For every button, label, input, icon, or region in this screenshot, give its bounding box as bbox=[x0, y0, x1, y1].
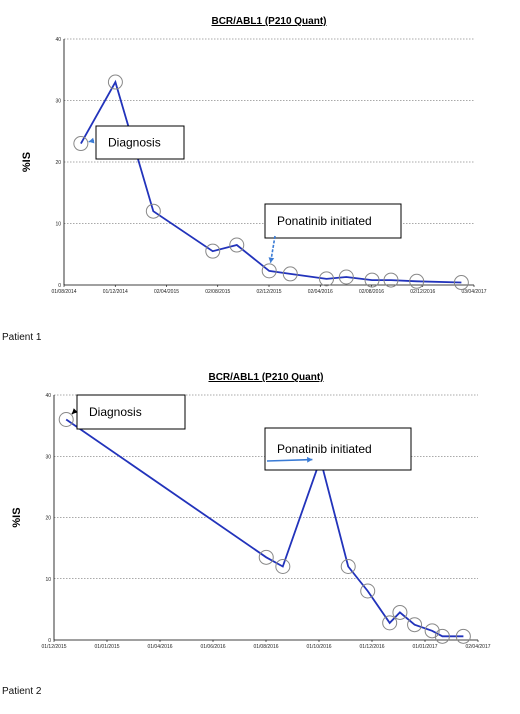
y-tick-label: 0 bbox=[58, 283, 61, 289]
data-point-marker bbox=[340, 559, 356, 574]
annotation-text: Ponatinib initiated bbox=[277, 214, 372, 228]
data-point-marker bbox=[360, 583, 376, 599]
data-point-marker bbox=[275, 559, 291, 574]
data-point-marker bbox=[58, 412, 74, 427]
data-point-marker bbox=[319, 271, 335, 287]
annotation-box bbox=[264, 203, 402, 239]
x-tick-label: 01/12/2014 bbox=[103, 289, 128, 295]
x-tick-label: 02/08/2015 bbox=[205, 289, 230, 295]
data-point-marker bbox=[409, 273, 425, 289]
y-axis-label: %IS bbox=[11, 507, 23, 527]
x-tick-label: 01/12/2016 bbox=[359, 644, 384, 650]
annotation-text: Diagnosis bbox=[89, 405, 142, 419]
y-tick-label: 40 bbox=[55, 37, 61, 43]
annotation-arrow-line bbox=[266, 458, 313, 462]
data-point-marker bbox=[434, 628, 450, 644]
annotation-arrow-head bbox=[268, 257, 275, 263]
y-tick-label: 10 bbox=[45, 577, 51, 583]
data-point-marker bbox=[453, 275, 469, 291]
x-tick-label: 02/08/2016 bbox=[359, 289, 384, 295]
data-point-marker bbox=[364, 272, 380, 288]
chart-1: BCR/ABL1 (P210 Quant) %IS 0 10 20 30 40 01/08/2… bbox=[21, 16, 487, 295]
y-tick-label: 20 bbox=[55, 160, 61, 166]
data-point-marker bbox=[205, 243, 221, 259]
x-tick-label: 02/04/2015 bbox=[154, 289, 179, 295]
x-tick-label: 02/04/2017 bbox=[465, 644, 490, 650]
data-point-marker bbox=[73, 136, 89, 152]
x-tick-label: 01/12/2015 bbox=[41, 644, 66, 650]
y-tick-label: 40 bbox=[45, 393, 51, 399]
annotation-arrow-head bbox=[71, 408, 78, 414]
data-point-marker bbox=[229, 237, 245, 253]
caption-patient-2: Patient 2 bbox=[2, 686, 42, 697]
x-tick-label: 01/10/2016 bbox=[306, 644, 331, 650]
series-line bbox=[80, 79, 462, 284]
data-point-marker bbox=[392, 604, 408, 620]
annotation-arrow-head bbox=[88, 137, 95, 144]
chart-2: BCR/ABL1 (P210 Quant) %IS 0 10 20 30 40 01/12/2… bbox=[11, 372, 491, 650]
annotation-arrow-head bbox=[307, 456, 313, 463]
caption-patient-1: Patient 1 bbox=[2, 332, 42, 343]
data-point-marker bbox=[107, 74, 123, 90]
series-line bbox=[65, 418, 464, 638]
y-axis-label: %IS bbox=[21, 152, 33, 172]
data-point-marker bbox=[455, 628, 471, 644]
chart-title: BCR/ABL1 (P210 Quant) bbox=[208, 372, 323, 383]
x-tick-label: 02/12/2015 bbox=[256, 289, 281, 295]
data-point-marker bbox=[282, 266, 298, 282]
y-tick-label: 30 bbox=[45, 454, 51, 460]
annotation-box bbox=[76, 394, 186, 430]
x-tick-label: 02/12/2016 bbox=[410, 289, 435, 295]
chart-title: BCR/ABL1 (P210 Quant) bbox=[211, 16, 326, 27]
x-tick-label: 03/04/2017 bbox=[461, 289, 486, 295]
x-tick-label: 01/04/2016 bbox=[147, 644, 172, 650]
data-point-marker bbox=[261, 263, 277, 279]
annotation-text: Diagnosis bbox=[108, 136, 161, 150]
data-point-marker bbox=[424, 623, 440, 639]
annotation-text: Ponatinib initiated bbox=[277, 442, 372, 456]
annotation-box bbox=[264, 427, 412, 471]
data-point-marker bbox=[383, 272, 399, 288]
data-point-marker bbox=[258, 549, 274, 565]
x-tick-label: 01/08/2014 bbox=[51, 289, 76, 295]
x-tick-label: 02/04/2016 bbox=[308, 289, 333, 295]
chart-panel-1: BCR/ABL1 (P210 Quant) %IS 0 10 20 30 40 01/08/2… bbox=[0, 0, 520, 300]
y-tick-label: 20 bbox=[45, 516, 51, 522]
x-tick-label: 01/06/2016 bbox=[200, 644, 225, 650]
data-point-marker bbox=[407, 617, 423, 633]
y-tick-label: 0 bbox=[48, 638, 51, 644]
x-tick-label: 01/01/2017 bbox=[412, 644, 437, 650]
annotation-box bbox=[95, 125, 185, 160]
y-tick-label: 10 bbox=[55, 222, 61, 228]
data-point-marker bbox=[338, 269, 354, 285]
data-point-marker bbox=[382, 615, 398, 631]
chart-panel-2: BCR/ABL1 (P210 Quant) %IS 0 10 20 30 40 01/12/2… bbox=[0, 362, 520, 662]
x-tick-label: 01/01/2015 bbox=[94, 644, 119, 650]
data-point-marker bbox=[145, 203, 161, 219]
y-tick-label: 30 bbox=[55, 99, 61, 105]
x-tick-label: 01/08/2016 bbox=[253, 644, 278, 650]
